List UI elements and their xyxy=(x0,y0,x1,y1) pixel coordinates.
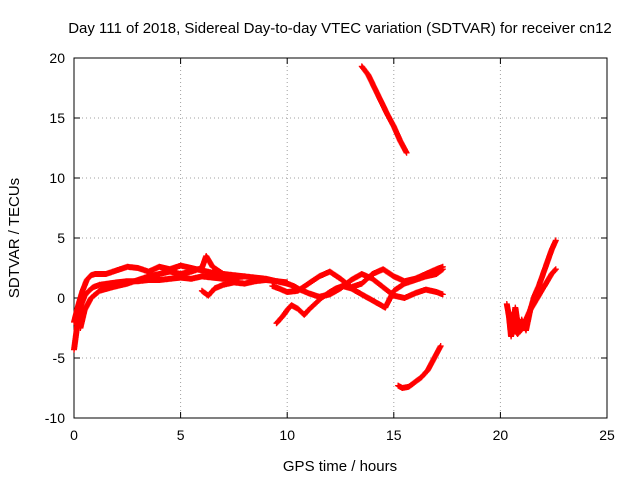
x-tick-label: 15 xyxy=(386,427,402,443)
series-track-h xyxy=(395,343,444,391)
series-track-a xyxy=(71,273,291,353)
y-tick-label: 5 xyxy=(57,230,65,246)
chart-title: Day 111 of 2018, Sidereal Day-to-day VTE… xyxy=(68,20,612,37)
data-point-markers xyxy=(77,253,237,331)
y-axis-label: SDTVAR / TECUs xyxy=(6,178,23,298)
x-axis-label: GPS time / hours xyxy=(283,458,397,475)
y-tick-label: 0 xyxy=(57,290,65,306)
y-tick-label: 10 xyxy=(49,170,65,186)
x-tick-label: 25 xyxy=(599,427,615,443)
x-tick-label: 0 xyxy=(70,427,78,443)
data-point-markers xyxy=(269,263,446,295)
series-track-f xyxy=(269,263,446,295)
data-points xyxy=(71,63,559,391)
x-tick-label: 20 xyxy=(493,427,509,443)
series-track-c xyxy=(77,253,237,331)
series-track-j xyxy=(505,266,559,337)
plot-frame xyxy=(73,57,608,419)
series-track-g xyxy=(358,63,410,156)
y-tick-label: 20 xyxy=(49,50,65,66)
y-tick-label: 15 xyxy=(49,110,65,126)
x-tick-label: 10 xyxy=(279,427,295,443)
data-point-markers xyxy=(505,266,559,337)
data-point-markers xyxy=(358,63,410,156)
axis-ticks: 0 5 10 15 20 25 -10 -5 0 5 10 15 20 xyxy=(45,50,615,443)
x-tick-label: 5 xyxy=(177,427,185,443)
y-tick-label: -5 xyxy=(53,350,66,366)
grid xyxy=(74,58,607,418)
data-point-markers xyxy=(71,273,291,353)
data-point-markers xyxy=(395,343,444,391)
y-tick-label: -10 xyxy=(45,410,65,426)
